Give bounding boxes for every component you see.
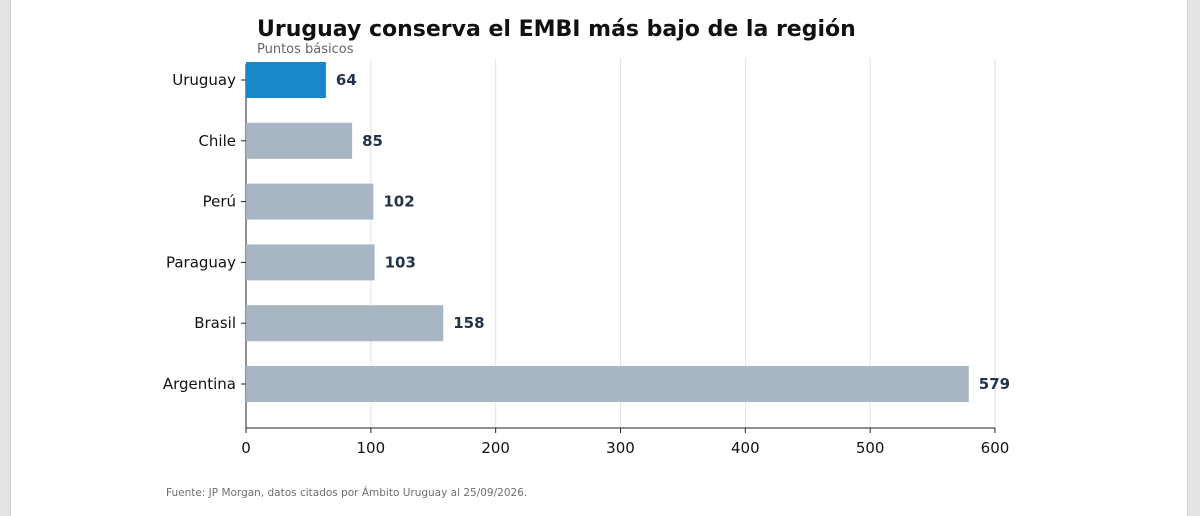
chart-card: Uruguay conserva el EMBI más bajo de la … — [10, 0, 1188, 516]
category-label: Uruguay — [172, 71, 236, 89]
bar — [246, 244, 375, 281]
x-tick-label: 0 — [241, 439, 251, 457]
source-note: Fuente: JP Morgan, datos citados por Ámb… — [166, 487, 528, 499]
value-label: 64 — [336, 71, 357, 89]
value-label: 579 — [979, 375, 1010, 393]
category-label: Argentina — [163, 375, 236, 393]
x-tick-label: 300 — [606, 439, 635, 457]
category-label: Paraguay — [166, 253, 236, 271]
bar — [246, 305, 444, 342]
value-label: 102 — [383, 193, 414, 211]
bar — [246, 122, 353, 159]
x-tick-label: 500 — [856, 439, 885, 457]
value-label: 85 — [362, 132, 383, 150]
x-tick-label: 100 — [357, 439, 386, 457]
chart-title: Uruguay conserva el EMBI más bajo de la … — [257, 17, 856, 42]
bar — [246, 366, 969, 402]
category-label: Brasil — [194, 314, 236, 332]
x-tick-label: 600 — [981, 439, 1010, 457]
x-tick-label: 400 — [731, 439, 760, 457]
x-tick-label: 200 — [481, 439, 510, 457]
category-label: Perú — [203, 193, 236, 211]
category-label: Chile — [198, 132, 236, 150]
bar-highlight — [246, 62, 326, 98]
value-label: 158 — [453, 314, 484, 332]
bar — [246, 183, 374, 220]
value-label: 103 — [385, 253, 416, 271]
chart-subtitle: Puntos básicos — [257, 42, 354, 57]
